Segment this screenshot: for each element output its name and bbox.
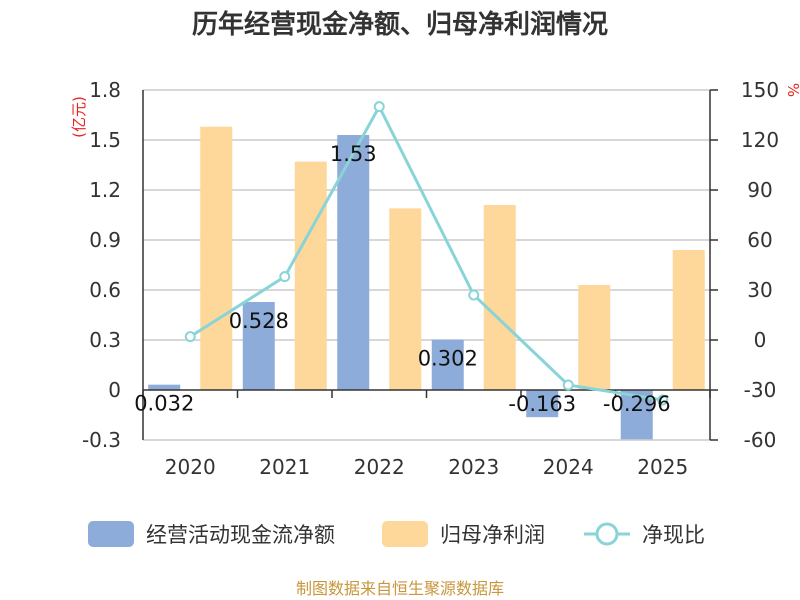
- legend-profit-swatch: [382, 521, 428, 547]
- y-left-tick-label: -0.3: [82, 428, 121, 452]
- y-right-tick-label: -30: [744, 378, 777, 402]
- data-label-cash-flow: 0.302: [418, 347, 478, 371]
- chart-title: 历年经营现金净额、归母净利润情况: [192, 9, 608, 40]
- x-tick-label: 2023: [448, 455, 499, 479]
- y-left-tick-label: 0: [108, 378, 121, 402]
- y-left-tick-label: 0.3: [89, 328, 121, 352]
- bar-net-profit: [389, 208, 422, 390]
- ratio-point: [468, 289, 480, 301]
- source-note: 制图数据来自恒生聚源数据库: [296, 579, 504, 598]
- data-label-cash-flow: 0.528: [229, 309, 289, 333]
- data-label-cash-flow: 0.032: [134, 392, 194, 416]
- y-left-tick-label: 1.2: [89, 178, 121, 202]
- x-tick-label: 2022: [354, 455, 405, 479]
- y-right-tick-label: 0: [754, 328, 767, 352]
- bar-cash-flow: [337, 135, 370, 390]
- ratio-point: [184, 331, 196, 343]
- legend-cash-swatch: [88, 521, 134, 547]
- bar-cash-flow: [148, 384, 181, 390]
- y-left-tick-label: 0.6: [89, 278, 121, 302]
- data-labels: 0.032 0.528 1.53 0.302 -0.163 -0.296: [134, 142, 670, 416]
- y-right-tick-label: -60: [744, 428, 777, 452]
- bar-net-profit: [200, 126, 233, 391]
- bar-net-profit: [578, 285, 611, 390]
- bar-net-profit: [672, 250, 705, 390]
- data-label-cash-flow: -0.163: [508, 392, 576, 416]
- x-tick-label: 2025: [637, 455, 688, 479]
- data-label-cash-flow: -0.296: [603, 392, 671, 416]
- y-right-tick-label: 30: [747, 278, 772, 302]
- ratio-line-path: [189, 103, 663, 402]
- y-left-tick-label: 1.8: [89, 78, 121, 102]
- y-right-tick-label: 90: [747, 178, 772, 202]
- grid: [143, 89, 710, 441]
- bar-net-profit: [294, 161, 327, 390]
- bars: [148, 126, 705, 440]
- bar-cash-flow: [431, 339, 464, 390]
- data-label-cash-flow: 1.53: [330, 142, 377, 166]
- ratio-point: [562, 379, 574, 391]
- y-right-tick-label: 150: [741, 78, 779, 102]
- x-tick-label: 2021: [259, 455, 310, 479]
- bar-cash-flow: [526, 390, 559, 418]
- legend-cash-label: 经营活动现金流净额: [146, 523, 335, 547]
- y-right-tick-label: 60: [747, 228, 772, 252]
- legend-ratio-label: 净现比: [642, 523, 705, 547]
- ratio-line: [184, 101, 669, 406]
- y-right-tick-label: 120: [741, 128, 779, 152]
- left-axis-unit: (亿元): [70, 96, 88, 138]
- ratio-point: [657, 394, 669, 406]
- y-left-tick-label: 1.5: [89, 128, 121, 152]
- legend-profit-label: 归母净利润: [440, 523, 545, 547]
- legend: 经营活动现金流净额 归母净利润 净现比: [88, 521, 705, 547]
- x-tick-label: 2020: [165, 455, 216, 479]
- y-left-tick-label: 0.9: [89, 228, 121, 252]
- ratio-point: [279, 271, 291, 283]
- bar-cash-flow: [242, 302, 275, 390]
- bar-net-profit: [483, 205, 516, 390]
- ratio-point: [373, 101, 385, 113]
- x-tick-label: 2024: [543, 455, 594, 479]
- right-axis-unit: %: [784, 83, 800, 97]
- axes: -0.3 0 0.3 0.6 0.9 1.2 1.5 1.8 -60 -30 0 30 60 90 120 1…: [82, 78, 779, 479]
- legend-ratio-marker: [595, 522, 619, 546]
